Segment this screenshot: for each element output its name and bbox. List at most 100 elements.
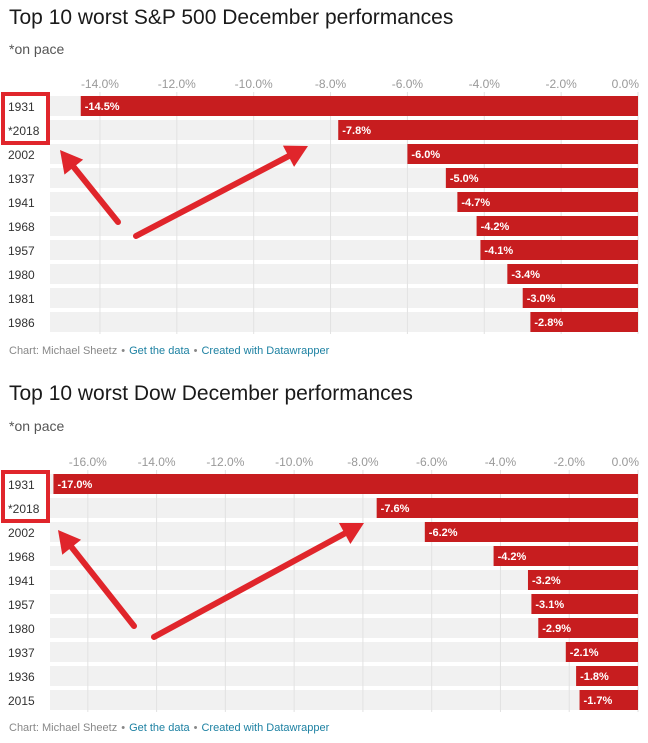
category-label: 1980 xyxy=(8,268,35,282)
bar-value-label: -6.2% xyxy=(429,527,458,539)
axis-tick-label: -6.0% xyxy=(416,455,448,469)
category-label: 1937 xyxy=(8,646,35,660)
row-background xyxy=(50,288,638,308)
bar-value-label: -17.0% xyxy=(57,479,92,491)
get-the-data-link[interactable]: Get the data xyxy=(129,722,190,734)
bar xyxy=(565,642,638,662)
category-label: 1941 xyxy=(8,196,35,210)
arrow-shaft xyxy=(68,544,137,629)
category-label: 1931 xyxy=(8,100,35,114)
category-label: 1937 xyxy=(8,172,35,186)
category-label: *2018 xyxy=(8,502,40,516)
bar xyxy=(445,168,638,188)
bar xyxy=(493,546,638,566)
bar-chart-plot: -16.0% -14.0% -12.0% -10.0% -8.0% -6.0% -4.0% -… xyxy=(1,455,640,712)
category-label: 1957 xyxy=(8,244,35,258)
bar-value-label: -1.8% xyxy=(580,671,609,683)
bar-value-label: -2.8% xyxy=(534,317,563,329)
chart-dow: Top 10 worst Dow December performances *… xyxy=(0,372,648,743)
bar-value-label: -2.1% xyxy=(570,647,599,659)
row-background xyxy=(50,618,638,638)
row-background xyxy=(50,546,638,566)
bar-value-label: -4.1% xyxy=(484,245,513,257)
arrow-head xyxy=(58,530,82,555)
arrow-head xyxy=(60,150,84,175)
row-background xyxy=(50,666,638,686)
bar xyxy=(338,120,638,140)
annotation-arrow xyxy=(151,522,364,640)
axis-tick-label: -4.0% xyxy=(485,455,517,469)
highlight-box xyxy=(1,470,50,523)
chart-credit: Chart: Michael Sheetz xyxy=(9,345,118,357)
axis-tick-label: 0.0% xyxy=(612,455,640,469)
bar xyxy=(457,192,638,212)
bar-chart-plot: -14.0% -12.0% -10.0% -8.0% -6.0% -4.0% -2.0% 0.… xyxy=(1,77,640,334)
row-background xyxy=(50,570,638,590)
bar xyxy=(579,690,638,710)
category-label: 2002 xyxy=(8,526,35,540)
separator-dot: • xyxy=(121,345,126,357)
bar-value-label: -7.6% xyxy=(381,503,410,515)
bar-value-label: -3.0% xyxy=(527,293,556,305)
axis-tick-label: -10.0% xyxy=(235,77,273,91)
axis-tick-label: -8.0% xyxy=(347,455,379,469)
bar-value-label: -4.2% xyxy=(481,221,510,233)
chart-sp500: Top 10 worst S&P 500 December performanc… xyxy=(1,6,640,357)
category-label: 1936 xyxy=(8,670,35,684)
chart-credit: Chart: Michael Sheetz xyxy=(9,722,118,734)
bar xyxy=(53,474,638,494)
axis-tick-label: -2.0% xyxy=(545,77,577,91)
arrow-head xyxy=(282,145,308,167)
bar xyxy=(507,264,638,284)
axis-tick-label: 0.0% xyxy=(612,77,640,91)
category-label: 2002 xyxy=(8,148,35,162)
axis-tick-label: -14.0% xyxy=(138,455,176,469)
category-label: 1981 xyxy=(8,292,35,306)
separator-dot: • xyxy=(193,345,198,357)
axis-tick-label: -12.0% xyxy=(158,77,196,91)
bar xyxy=(424,522,638,542)
bar xyxy=(576,666,638,686)
chart-subtitle: *on pace xyxy=(9,418,65,434)
highlight-box xyxy=(1,92,50,145)
category-label: *2018 xyxy=(8,124,40,138)
chart-subtitle: *on pace xyxy=(9,41,65,57)
bar xyxy=(80,96,638,116)
bar-value-label: -7.8% xyxy=(342,125,371,137)
axis-tick-label: -2.0% xyxy=(554,455,586,469)
category-label: 1941 xyxy=(8,574,35,588)
chart-footer: Chart: Michael Sheetz • Get the data • Creat… xyxy=(9,345,329,357)
annotation-arrow xyxy=(133,145,308,239)
bar-value-label: -3.1% xyxy=(535,599,564,611)
category-label: 2015 xyxy=(8,694,35,708)
bar xyxy=(531,594,638,614)
arrow-shaft xyxy=(133,153,292,239)
bar-value-label: -4.2% xyxy=(498,551,527,563)
category-label: 1968 xyxy=(8,220,35,234)
bar xyxy=(407,144,638,164)
axis-tick-label: -16.0% xyxy=(69,455,107,469)
separator-dot: • xyxy=(121,722,126,734)
bar-value-label: -3.4% xyxy=(511,269,540,281)
bar xyxy=(522,288,638,308)
category-label: 1980 xyxy=(8,622,35,636)
axis-tick-label: -6.0% xyxy=(392,77,424,91)
axis-tick-label: -4.0% xyxy=(469,77,501,91)
get-the-data-link[interactable]: Get the data xyxy=(129,345,190,357)
bar xyxy=(480,240,638,260)
bar-value-label: -6.0% xyxy=(411,149,440,161)
category-label: 1957 xyxy=(8,598,35,612)
row-background xyxy=(50,690,638,710)
bar xyxy=(538,618,638,638)
bar-value-label: -14.5% xyxy=(85,101,120,113)
bar xyxy=(476,216,638,236)
datawrapper-link[interactable]: Created with Datawrapper xyxy=(201,722,330,734)
datawrapper-link[interactable]: Created with Datawrapper xyxy=(201,345,330,357)
bar xyxy=(527,570,638,590)
chart-title: Top 10 worst S&P 500 December performanc… xyxy=(9,6,454,29)
bar-value-label: -5.0% xyxy=(450,173,479,185)
annotation-arrow xyxy=(60,150,121,225)
row-background xyxy=(50,642,638,662)
category-label: 1968 xyxy=(8,550,35,564)
arrow-shaft xyxy=(151,530,348,640)
